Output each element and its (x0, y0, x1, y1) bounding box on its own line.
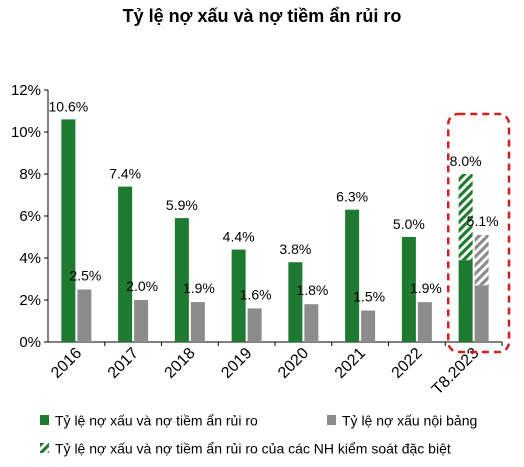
legend-label: Tỷ lệ nợ xấu và nợ tiềm ẩn rủi ro (55, 412, 258, 429)
chart-title: Tỷ lệ nợ xấu và nợ tiềm ẩn rủi ro (122, 6, 402, 26)
legend-item-special-banks: Tỷ lệ nợ xấu và nợ tiềm ẩn rủi ro của cá… (40, 439, 451, 457)
legend-swatch-hatched (40, 443, 49, 454)
data-label-npl-total: 3.8% (279, 241, 311, 257)
data-label-npl-total: 5.0% (393, 216, 425, 232)
bar-npl-total (345, 209, 360, 342)
bar-npl-total (458, 260, 473, 342)
bar-npl-total (118, 186, 133, 342)
bar-npl-onbalance (134, 300, 149, 342)
data-label-npl-total: 4.4% (223, 229, 255, 245)
bar-npl-total (174, 218, 189, 342)
data-label-npl-total: 5.9% (166, 197, 198, 213)
bar-npl-onbalance (474, 285, 489, 342)
x-tick-label: 2017 (105, 345, 142, 382)
x-tick-label: 2019 (218, 345, 255, 382)
data-label-npl-onbalance: 1.8% (296, 282, 328, 298)
bar-npl-onbalance (361, 310, 376, 342)
data-label-npl-onbalance: 2.5% (69, 268, 101, 284)
data-label-npl-onbalance: 5.1% (467, 213, 499, 229)
x-tick-label: 2020 (275, 345, 312, 382)
x-tick-label: 2018 (162, 345, 199, 382)
data-label-npl-onbalance: 1.6% (240, 286, 272, 302)
data-label-npl-total: 8.0% (450, 153, 482, 169)
legend-swatch-green (40, 415, 49, 426)
y-tick-label: 4% (19, 250, 41, 267)
data-label-npl-onbalance: 1.5% (353, 289, 385, 305)
bar-npl-onbalance (247, 308, 262, 342)
bar-npl-total (288, 262, 303, 342)
data-label-npl-total: 6.3% (336, 189, 368, 205)
bar-npl-onbalance (77, 289, 92, 342)
legend-item-npl-onbalance: Tỷ lệ nợ xấu nội bảng (327, 411, 477, 429)
bar-npl-onbalance (304, 304, 319, 342)
y-tick-label: 8% (19, 166, 41, 183)
x-tick-label: 2021 (332, 345, 369, 382)
legend-label: Tỷ lệ nợ xấu nội bảng (342, 412, 478, 429)
x-tick-label: 2022 (389, 345, 426, 382)
data-label-npl-onbalance: 2.0% (126, 278, 158, 294)
data-label-npl-total: 10.6% (49, 98, 89, 114)
y-tick-label: 2% (19, 292, 41, 309)
legend-swatch-grey (327, 415, 336, 426)
bar-npl-onbalance (417, 302, 432, 342)
bar-npl-onbalance (190, 302, 205, 342)
data-label-npl-onbalance: 1.9% (183, 280, 215, 296)
x-tick-label: 2016 (48, 345, 85, 382)
data-label-npl-total: 7.4% (109, 166, 141, 182)
legend-label: Tỷ lệ nợ xấu và nợ tiềm ẩn rủi ro của cá… (55, 440, 451, 457)
y-tick-label: 6% (19, 208, 41, 225)
y-tick-label: 0% (19, 334, 41, 351)
bar-npl-total-special (458, 174, 473, 261)
legend-item-npl-total: Tỷ lệ nợ xấu và nợ tiềm ẩn rủi ro (40, 411, 258, 429)
bar-npl-onbalance-special (474, 234, 489, 286)
bar-npl-total (61, 119, 76, 343)
bar-npl-total (231, 249, 246, 342)
data-label-npl-onbalance: 1.9% (410, 280, 442, 296)
y-tick-label: 10% (11, 124, 41, 141)
y-tick-label: 12% (11, 82, 41, 99)
bar-npl-total (401, 237, 416, 342)
